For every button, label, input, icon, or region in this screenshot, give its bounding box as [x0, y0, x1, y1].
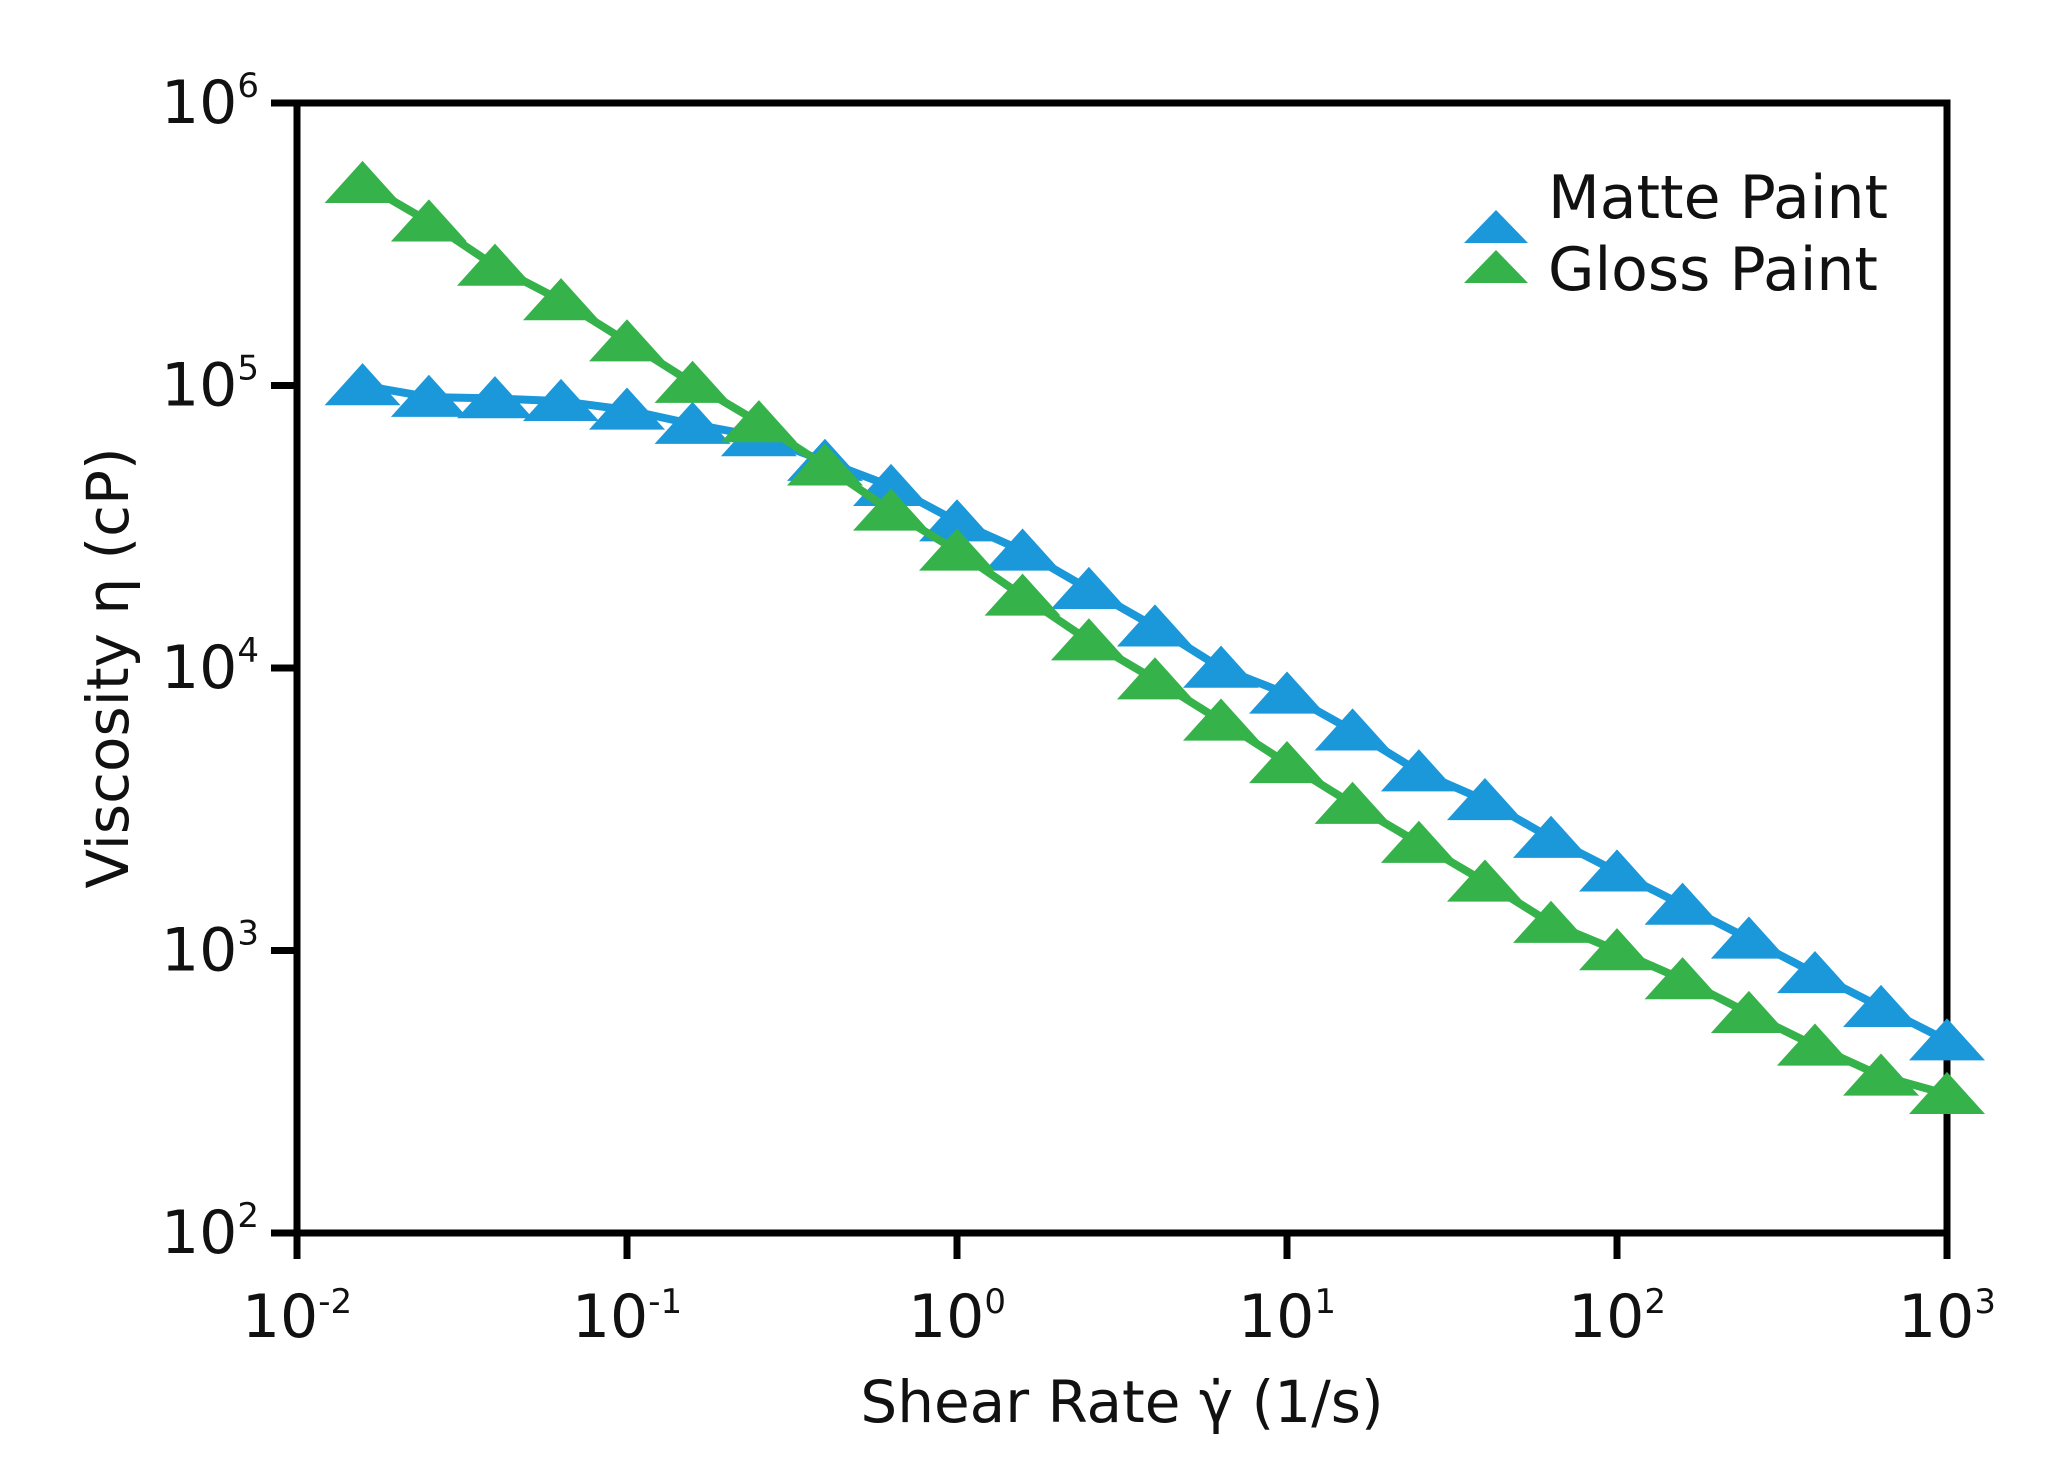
data-point-triangle [1776, 1023, 1853, 1066]
x-tick-label-exponent: 1 [1314, 1282, 1336, 1322]
data-point-triangle [1249, 671, 1325, 714]
x-tick-label: 101 [1238, 1282, 1336, 1352]
series-matte-paint [324, 363, 1985, 1061]
legend-label-gloss: Gloss Paint [1548, 235, 1878, 305]
data-point-triangle [1843, 1053, 1920, 1096]
data-point-triangle [456, 243, 533, 286]
x-tick-label-exponent: -2 [318, 1282, 352, 1322]
legend-item-gloss: Gloss Paint [1464, 235, 1878, 305]
data-point-triangle [654, 360, 731, 403]
x-axis-ticks: 10-2 10-1 100 101 102 103 [242, 1233, 1996, 1352]
x-tick-label: 100 [908, 1282, 1006, 1352]
data-point-triangle [523, 278, 600, 321]
data-point-triangle [390, 374, 467, 417]
x-tick-label-base: 10 [1568, 1282, 1644, 1352]
legend-marker-matte-triangle-icon [1464, 210, 1528, 243]
x-tick-label-base: 10 [242, 1282, 318, 1352]
y-tick-label-exponent: 4 [237, 631, 259, 671]
data-point-triangle [1579, 928, 1655, 971]
data-point-triangle [1050, 618, 1127, 661]
data-point-triangle [1644, 882, 1721, 925]
data-point-triangle [1909, 1071, 1985, 1114]
y-tick-label-exponent: 6 [237, 66, 259, 106]
x-tick-label-exponent: 0 [984, 1282, 1006, 1322]
data-point-triangle [589, 319, 665, 362]
x-tick-label-exponent: 2 [1644, 1282, 1666, 1322]
y-tick-label: 106 [161, 66, 259, 138]
y-tick-label-exponent: 3 [237, 914, 259, 954]
data-point-triangle [919, 528, 995, 571]
data-point-triangle [1050, 566, 1127, 610]
data-point-triangle [1249, 740, 1325, 784]
data-point-triangle [654, 401, 731, 444]
x-tick-label-base: 10 [908, 1282, 984, 1352]
data-point-triangle [1380, 820, 1457, 863]
data-point-triangle [1314, 708, 1391, 751]
y-tick-label: 102 [161, 1196, 259, 1268]
data-point-triangle [1513, 815, 1590, 858]
x-tick-label-base: 10 [1238, 1282, 1314, 1352]
data-point-triangle [1183, 645, 1260, 688]
data-point-triangle [589, 387, 665, 430]
legend-marker-gloss-triangle-icon [1464, 250, 1528, 283]
data-point-triangle [984, 573, 1061, 616]
x-tick-label-exponent: 3 [1974, 1282, 1996, 1322]
data-point-triangle [523, 378, 600, 421]
data-point-triangle [1710, 916, 1787, 959]
legend: Matte Paint Gloss Paint [1464, 163, 1888, 305]
data-point-triangle [720, 400, 797, 443]
y-tick-label-base: 10 [161, 68, 237, 138]
data-point-triangle [984, 528, 1061, 571]
data-point-triangle [456, 376, 533, 419]
y-tick-label-exponent: 2 [237, 1196, 259, 1236]
data-point-triangle [786, 443, 863, 486]
y-tick-label-base: 10 [161, 916, 237, 986]
data-point-triangle [1644, 957, 1721, 1000]
x-axis-label: Shear Rate γ̇ (1/s) [860, 1368, 1383, 1436]
x-tick-label: 103 [1898, 1282, 1996, 1352]
y-tick-label-exponent: 5 [237, 349, 259, 389]
data-point-triangle [919, 499, 995, 542]
y-tick-label: 104 [161, 631, 259, 703]
data-point-triangle [1843, 984, 1920, 1027]
x-tick-label: 10-2 [242, 1282, 352, 1352]
data-point-triangle [324, 363, 401, 406]
y-tick-label-base: 10 [161, 633, 237, 703]
y-tick-label-base: 10 [161, 351, 237, 421]
y-tick-label: 105 [161, 349, 259, 421]
data-point-triangle [853, 488, 930, 531]
x-tick-label-base: 10 [572, 1282, 648, 1352]
x-tick-label-exponent: -1 [648, 1282, 682, 1322]
data-point-triangle [1579, 849, 1655, 892]
data-point-triangle [1446, 859, 1523, 902]
data-point-triangle [1116, 657, 1193, 700]
data-point-triangle [1909, 1018, 1985, 1061]
data-point-triangle [390, 199, 467, 242]
x-tick-label-base: 10 [1898, 1282, 1974, 1352]
legend-label-matte: Matte Paint [1548, 163, 1888, 233]
y-tick-label-base: 10 [161, 1198, 237, 1268]
data-point-triangle [1513, 900, 1590, 943]
series-gloss-paint [324, 160, 1985, 1114]
x-tick-label: 10-1 [572, 1282, 682, 1352]
x-tick-label: 102 [1568, 1282, 1666, 1352]
data-point-triangle [324, 160, 401, 204]
series-layer [324, 160, 1985, 1114]
data-point-triangle [1116, 604, 1193, 647]
data-point-triangle [1710, 990, 1787, 1033]
data-point-triangle [1314, 781, 1391, 824]
data-point-triangle [1446, 778, 1523, 821]
y-axis-label: Viscosity η (cP) [74, 447, 142, 888]
data-point-triangle [1776, 951, 1853, 994]
data-point-triangle [1183, 698, 1260, 741]
y-tick-label: 103 [161, 914, 259, 986]
series-line [361, 381, 1949, 1045]
data-point-triangle [1380, 749, 1457, 792]
legend-item-matte: Matte Paint [1464, 163, 1888, 243]
